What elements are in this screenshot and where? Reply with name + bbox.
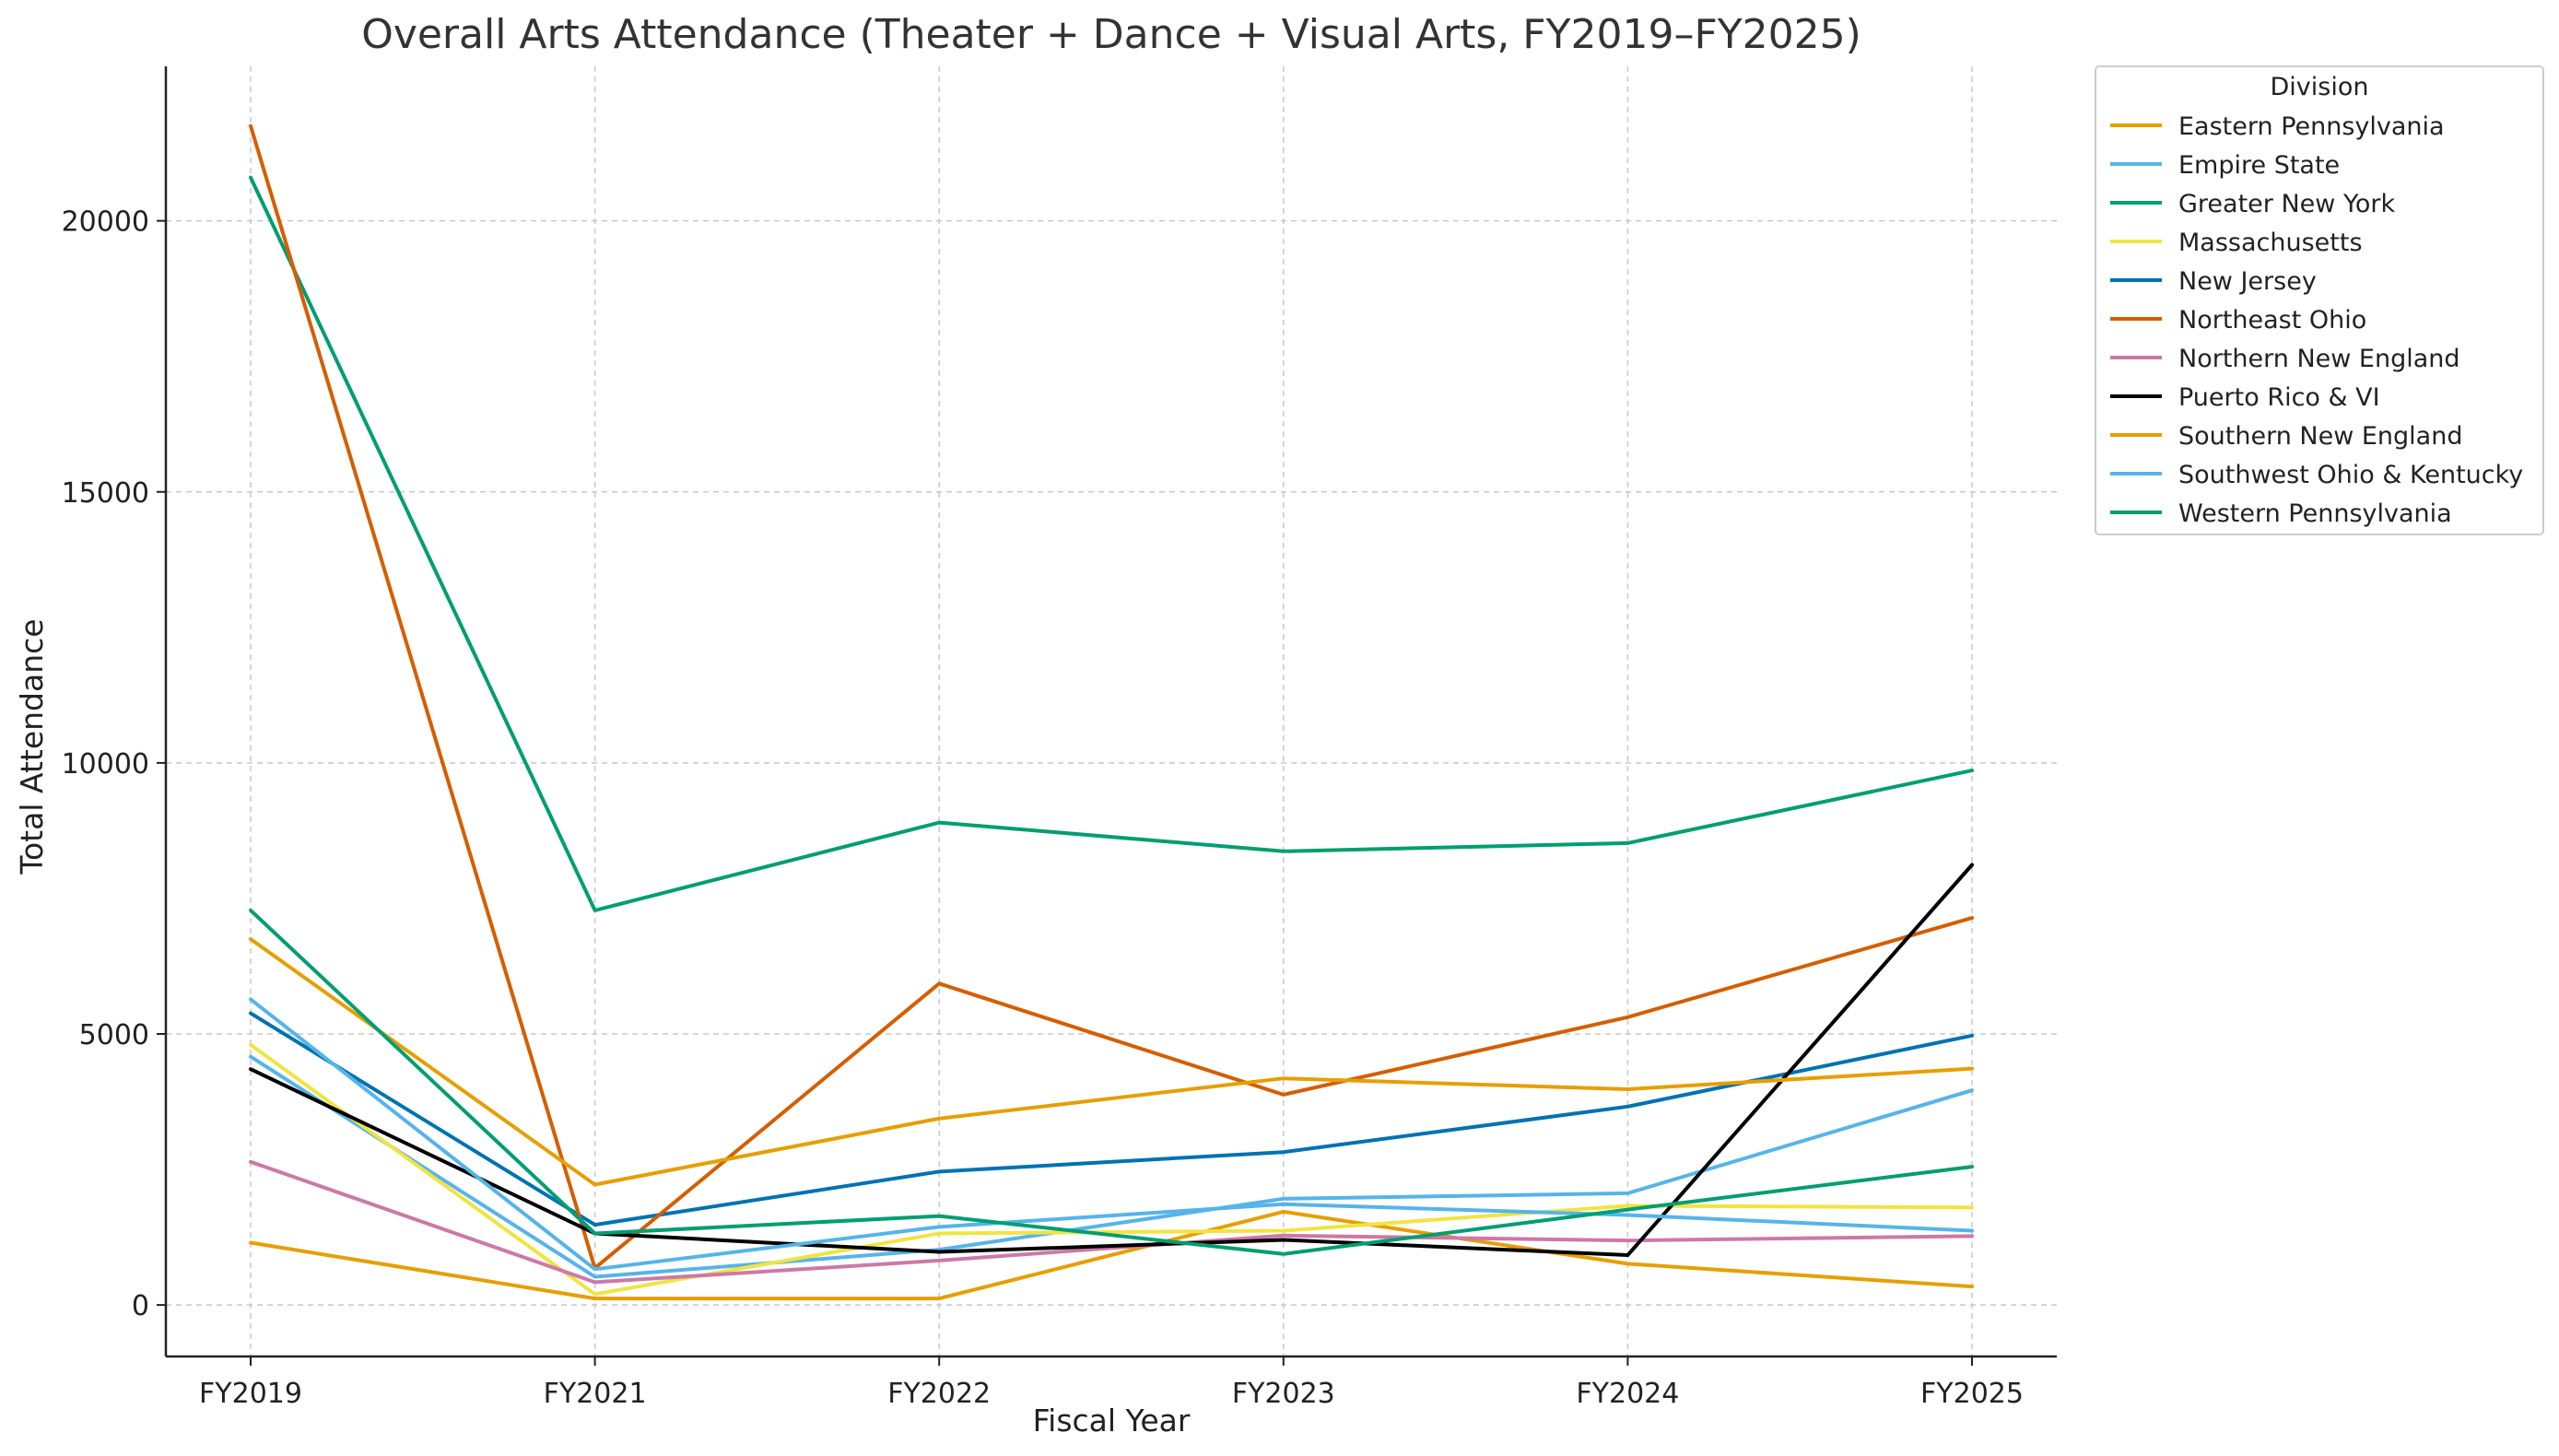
series-line-southern-new-england <box>249 937 1974 1187</box>
x-tick-label: FY2023 <box>1232 1378 1335 1410</box>
series-line-southwest-ohio-and-kentucky <box>249 997 1974 1272</box>
y-tick-label: 10000 <box>62 748 149 781</box>
chart-title: Overall Arts Attendance (Theater + Dance… <box>361 11 1861 58</box>
series-line-greater-new-york <box>249 175 1974 912</box>
y-axis-title: Total Attendance <box>14 618 50 875</box>
legend-label-eastern-pennsylvania: Eastern Pennsylvania <box>2178 112 2445 141</box>
legend-label-northeast-ohio: Northeast Ohio <box>2178 306 2366 335</box>
legend-label-empire-state: Empire State <box>2178 151 2340 180</box>
legend-label-western-pennsylvania: Western Pennsylvania <box>2178 499 2452 528</box>
series-line-massachusetts <box>249 1042 1974 1297</box>
legend-box <box>2095 65 2544 535</box>
legend-label-puerto-rico-and-vi: Puerto Rico & VI <box>2178 383 2380 412</box>
legend-label-northern-new-england: Northern New England <box>2178 345 2460 373</box>
y-tick-label: 5000 <box>79 1019 149 1051</box>
grid-layer <box>166 66 2057 1356</box>
y-tick-label: 15000 <box>62 477 149 510</box>
x-tick-label: FY2024 <box>1576 1378 1679 1410</box>
x-axis-title: Fiscal Year <box>1033 1403 1191 1438</box>
chart-legend: Division Eastern Pennsylvania Empire Stat… <box>2095 65 2544 535</box>
legend-label-greater-new-york: Greater New York <box>2178 190 2395 218</box>
legend-label-massachusetts: Massachusetts <box>2178 229 2363 257</box>
x-tick-label: FY2022 <box>887 1378 991 1410</box>
legend-label-southwest-ohio-and-kentucky: Southwest Ohio & Kentucky <box>2178 461 2523 489</box>
series-line-northern-new-england <box>249 1159 1974 1285</box>
x-tick-label: FY2021 <box>544 1378 647 1410</box>
x-tick-label: FY2025 <box>1920 1378 2024 1410</box>
series-line-northeast-ohio <box>249 123 1974 1271</box>
x-tick-label: FY2019 <box>199 1378 302 1410</box>
series-line-eastern-pennsylvania <box>249 1209 1974 1301</box>
series-layer <box>249 123 1974 1301</box>
y-tick-label: 20000 <box>62 206 149 239</box>
legend-label-southern-new-england: Southern New England <box>2178 422 2462 451</box>
series-line-western-pennsylvania <box>249 908 1974 1256</box>
series-line-empire-state <box>249 1054 1974 1279</box>
legend-items: Eastern Pennsylvania Empire State Greater … <box>2110 112 2523 528</box>
legend-title: Division <box>2271 73 2369 101</box>
series-line-puerto-rico-and-vi <box>249 863 1974 1257</box>
series-line-new-jersey <box>249 1011 1974 1227</box>
legend-label-new-jersey: New Jersey <box>2178 267 2317 296</box>
y-tick-label: 0 <box>132 1290 149 1322</box>
axes-layer: 0 5000 10000 15000 20000 FY2019 FY2021 FY2022 FY… <box>62 66 2057 1410</box>
